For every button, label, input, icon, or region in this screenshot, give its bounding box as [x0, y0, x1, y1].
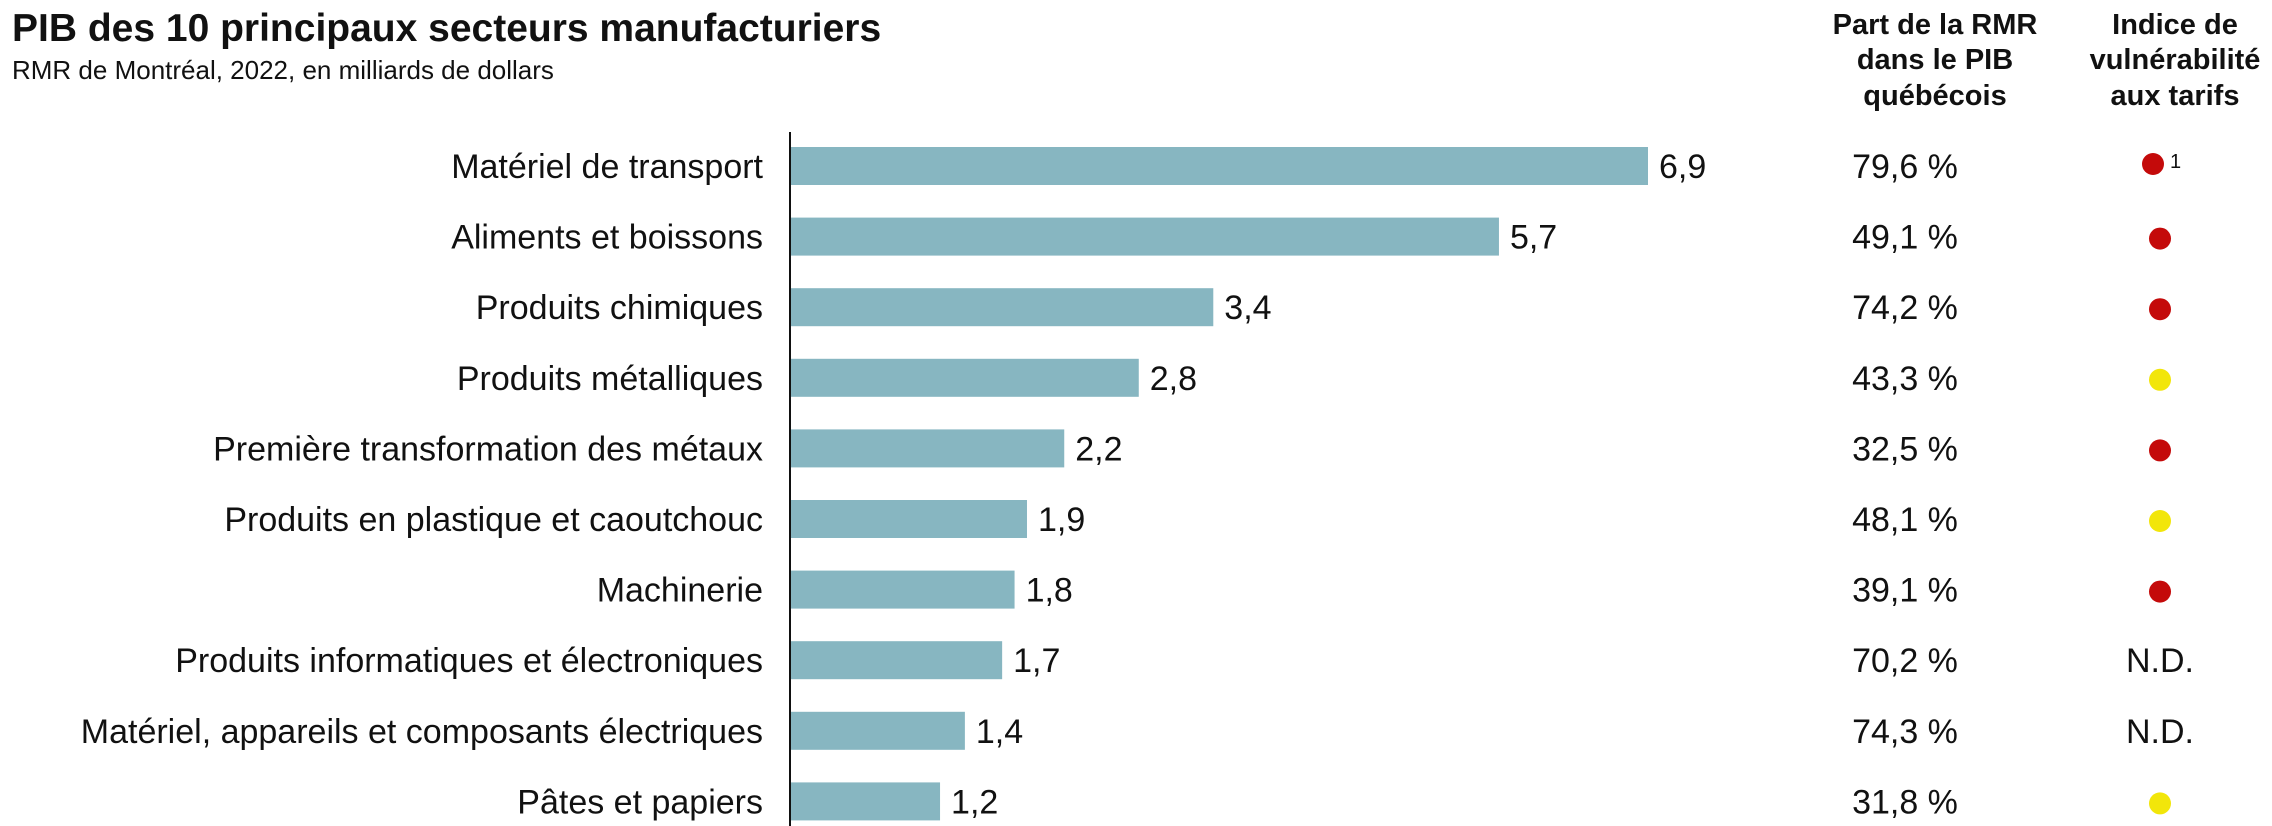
bar	[791, 358, 1139, 397]
share-value: 31,8 %	[1852, 783, 1958, 821]
bar-value-label: 2,8	[1150, 360, 1197, 398]
share-value: 39,1 %	[1852, 572, 1958, 610]
share-value: 49,1 %	[1852, 219, 1958, 257]
category-label: Produits informatiques et électroniques	[175, 642, 763, 680]
category-label: Matériel de transport	[451, 148, 763, 186]
category-label: Matériel, appareils et composants électr…	[81, 713, 763, 751]
vulnerability-dot-red	[2149, 227, 2171, 250]
chart-rows: Matériel de transport 6,9 79,6 % 1 Aliments …	[81, 147, 2194, 821]
bar-value-label: 3,4	[1224, 289, 1271, 327]
bar	[791, 429, 1065, 468]
chart-subtitle: RMR de Montréal, 2022, en milliards de d…	[12, 55, 554, 85]
share-column-header-line: Part de la RMR	[1832, 9, 2038, 41]
bar	[791, 711, 965, 750]
share-column-header: Part de la RMR dans le PIB québécois	[1800, 8, 2070, 114]
category-label: Pâtes et papiers	[517, 783, 763, 821]
category-label: Première transformation des métaux	[213, 430, 763, 468]
category-label: Machinerie	[597, 572, 763, 610]
bar-value-label: 1,4	[976, 713, 1023, 751]
bar	[791, 500, 1027, 538]
bar	[791, 782, 941, 821]
share-value: 74,2 %	[1852, 289, 1958, 327]
vulnerability-column-header-line: Indice de	[2112, 9, 2238, 41]
share-value: 70,2 %	[1852, 642, 1958, 680]
share-column-header-line: dans le PIB	[1856, 44, 2014, 77]
bar-value-label: 2,2	[1075, 430, 1122, 468]
share-value: 32,5 %	[1852, 430, 1958, 468]
bar-value-label: 1,2	[951, 783, 998, 821]
vulnerability-dot-red	[2149, 580, 2171, 603]
share-value: 79,6 %	[1852, 148, 1958, 186]
chart-title: PIB des 10 principaux secteurs manufactu…	[12, 7, 882, 50]
bar	[791, 288, 1214, 327]
bar	[791, 570, 1015, 609]
category-label: Aliments et boissons	[451, 219, 763, 257]
vulnerability-nd-label: N.D.	[2126, 642, 2194, 680]
share-value: 48,1 %	[1852, 501, 1958, 539]
bar-value-label: 6,9	[1659, 148, 1706, 186]
vulnerability-dot-yellow	[2149, 792, 2171, 815]
vulnerability-column-header-line: aux tarifs	[2110, 79, 2240, 112]
vulnerability-dot-red	[2149, 298, 2171, 321]
bar-value-label: 1,9	[1038, 501, 1085, 539]
vulnerability-dot-yellow	[2149, 368, 2171, 391]
bar-value-label: 1,7	[1013, 642, 1060, 680]
share-value: 43,3 %	[1852, 360, 1958, 398]
vulnerability-dot-yellow	[2149, 510, 2171, 532]
bar-value-label: 5,7	[1510, 219, 1557, 257]
footnote-marker: 1	[2170, 151, 2181, 173]
category-label: Produits métalliques	[457, 360, 763, 398]
vulnerability-column-header-line: vulnérabilité	[2089, 44, 2261, 77]
vulnerability-nd-label: N.D.	[2126, 713, 2194, 751]
bar	[791, 641, 1003, 680]
vulnerability-dot-red	[2149, 439, 2171, 462]
bar-value-label: 1,8	[1026, 572, 1073, 610]
share-column-header-line: québécois	[1863, 79, 2007, 112]
bar	[791, 217, 1499, 256]
share-value: 74,3 %	[1852, 713, 1958, 751]
vulnerability-column-header: Indice de vulnérabilité aux tarifs	[2080, 8, 2270, 114]
category-label: Produits en plastique et caoutchouc	[224, 501, 763, 539]
bar	[791, 147, 1648, 185]
category-label: Produits chimiques	[476, 289, 763, 327]
vulnerability-dot-red	[2142, 153, 2164, 175]
